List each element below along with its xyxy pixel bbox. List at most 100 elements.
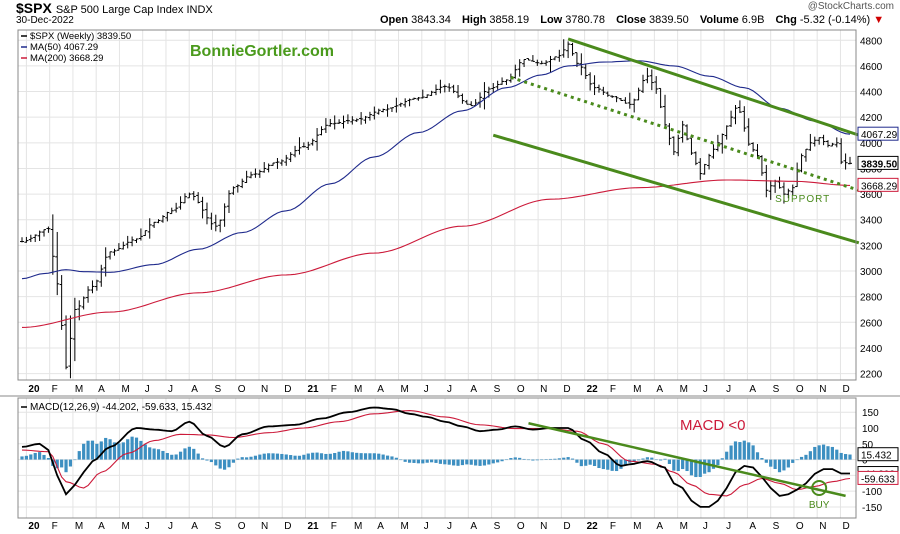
macd-histogram-bar <box>764 459 768 463</box>
price-bar <box>623 97 628 104</box>
macd-histogram-bar <box>619 459 623 469</box>
price-bar <box>442 84 447 93</box>
price-bar <box>253 168 258 178</box>
price-bar <box>425 94 430 99</box>
price-bar <box>182 193 187 204</box>
price-bar <box>420 89 425 99</box>
macd-histogram-bar <box>319 453 324 460</box>
price-bar <box>315 128 320 151</box>
macd-histogram-bar <box>328 453 332 460</box>
x-tick-label: D <box>563 384 570 395</box>
price-bar <box>610 95 615 98</box>
macd-histogram-bar <box>848 454 852 460</box>
macd-histogram-bar <box>500 459 504 462</box>
price-bar <box>20 237 24 243</box>
macd-histogram-bar <box>99 441 103 460</box>
macd-histogram-bar <box>429 459 434 463</box>
price-bar <box>500 77 505 85</box>
macd-histogram-bar <box>68 459 73 467</box>
price-bar <box>513 64 518 79</box>
macd-histogram-bar <box>773 459 777 470</box>
price-bar <box>680 120 685 143</box>
macd-value-label-box <box>857 447 899 462</box>
volume-label: Volume <box>699 14 739 26</box>
macd-x-tick-label: A <box>470 521 477 532</box>
price-bar <box>522 58 527 68</box>
price-bar <box>204 202 209 225</box>
price-bar <box>641 74 645 93</box>
price-bar <box>781 182 786 204</box>
price-bar <box>742 106 747 132</box>
price-bar <box>288 152 293 163</box>
price-bar <box>227 190 231 214</box>
macd-histogram-bar <box>808 451 812 460</box>
price-bar <box>138 228 143 241</box>
macd-x-tick-label: 20 <box>28 521 40 532</box>
macd-x-tick-label: O <box>238 521 246 532</box>
macd-value-label-box <box>857 470 899 485</box>
macd-histogram-bar <box>236 458 240 460</box>
price-bar <box>174 202 179 213</box>
macd-histogram-bar <box>205 459 209 461</box>
x-tick-label: F <box>331 384 337 395</box>
price-bar <box>279 159 284 166</box>
macd-histogram-bar <box>729 445 733 460</box>
macd-x-tick-label: J <box>726 521 731 532</box>
macd-histogram-bar <box>703 459 707 474</box>
macd-histogram-bar <box>38 452 42 460</box>
macd-histogram-bar <box>592 459 597 467</box>
high-label: High <box>461 14 487 26</box>
y-tick-label: 4200 <box>860 113 883 124</box>
price-bar <box>50 214 55 275</box>
macd-histogram-bar <box>372 453 376 460</box>
price-bar <box>121 241 126 250</box>
macd-histogram-bar <box>443 459 447 465</box>
price-bar <box>583 63 588 80</box>
macd-histogram-bar <box>262 453 266 460</box>
price-bar <box>495 80 500 90</box>
price-bar <box>456 85 461 99</box>
price-bar <box>77 300 82 321</box>
macd-histogram-bar <box>381 454 385 460</box>
price-bar <box>240 178 245 189</box>
price-bar <box>539 60 544 65</box>
price-bar <box>711 144 716 159</box>
price-value-label-box <box>857 126 899 141</box>
x-tick-label: M <box>75 384 83 395</box>
price-bar <box>848 156 852 165</box>
x-tick-label: D <box>284 384 291 395</box>
price-bar <box>42 229 47 237</box>
price-bar <box>821 134 826 146</box>
y-tick-label: 2600 <box>860 318 883 329</box>
macd-histogram-bar <box>667 459 672 464</box>
price-bar <box>244 170 249 184</box>
macd-histogram-bar <box>799 456 804 460</box>
macd-histogram-bar <box>324 453 328 460</box>
macd-histogram-bar <box>297 455 302 460</box>
price-bar <box>795 162 800 188</box>
price-bar <box>526 58 531 61</box>
macd-histogram-bar <box>240 457 244 460</box>
x-tick-label: D <box>842 384 849 395</box>
x-tick-label: A <box>98 384 105 395</box>
price-bar <box>72 297 77 362</box>
macd-histogram-bar <box>698 459 702 477</box>
macd-histogram-bar <box>86 440 90 460</box>
macd-histogram-bar <box>513 457 517 460</box>
macd-x-tick-label: M <box>75 521 83 532</box>
price-bar <box>654 76 659 94</box>
x-tick-label: M <box>680 384 688 395</box>
macd-signal-line <box>21 410 851 497</box>
macd-x-tick-label: D <box>563 521 570 532</box>
macd-histogram-bar <box>152 448 156 460</box>
macd-histogram-bar <box>553 458 557 460</box>
macd-histogram-bar <box>623 459 627 465</box>
macd-histogram-bar <box>786 459 790 468</box>
macd-histogram-bar <box>830 446 834 460</box>
macd-histogram-bar <box>676 459 680 472</box>
macd-x-tick-label: J <box>168 521 173 532</box>
macd-y-tick-label: -150 <box>862 503 882 514</box>
macd-x-tick-label: 21 <box>308 521 320 532</box>
macd-histogram-bar <box>636 459 641 461</box>
macd-histogram-bar <box>456 459 460 466</box>
